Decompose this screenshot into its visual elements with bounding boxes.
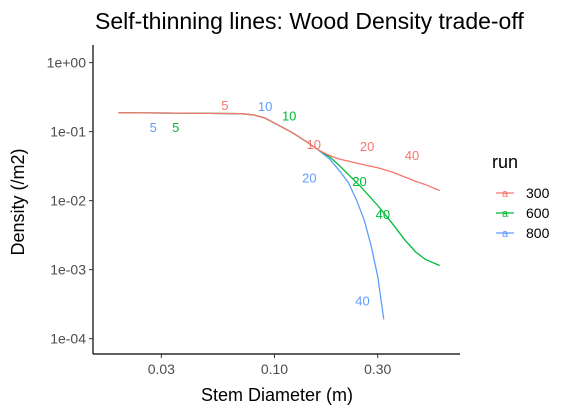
series-line-300 <box>118 112 440 192</box>
point-labels: 5 10 20 40 5 10 20 40 5 10 20 40 <box>150 98 420 308</box>
series-line-600 <box>118 112 440 267</box>
legend-label: 800 <box>526 225 550 241</box>
y-axis-title: Density (/m2) <box>8 148 28 255</box>
y-tick-label: 1e+00 <box>47 55 87 71</box>
series-line-800 <box>118 112 385 320</box>
y-tick-label: 1e-01 <box>50 124 86 140</box>
legend-key-glyph: a <box>502 208 509 220</box>
legend-key-glyph: a <box>502 228 509 240</box>
point-label-300: 20 <box>360 139 374 154</box>
legend-items: a 300 a 600 a 800 <box>496 185 550 241</box>
legend-item-800: a 800 <box>496 225 550 241</box>
point-label-600: 5 <box>172 120 179 135</box>
legend-key-glyph: a <box>502 188 509 200</box>
point-label-300: 10 <box>307 137 321 152</box>
point-label-300: 5 <box>221 98 228 113</box>
y-tick-label: 1e-03 <box>50 262 86 278</box>
point-label-800: 5 <box>150 120 157 135</box>
x-tick-label: 0.10 <box>261 361 288 377</box>
legend: run a 300 a 600 a 800 <box>492 152 550 241</box>
point-label-800: 40 <box>355 293 369 308</box>
series-lines <box>118 112 440 320</box>
point-label-300: 40 <box>405 148 419 163</box>
legend-label: 600 <box>526 205 550 221</box>
y-tick-label: 1e-04 <box>50 331 86 347</box>
axes: 0.03 0.10 0.30 1e+00 1e-01 1e-02 1e-03 1e-04 <box>47 45 460 377</box>
y-tick-label: 1e-02 <box>50 193 86 209</box>
point-label-600: 20 <box>352 174 366 189</box>
point-label-800: 20 <box>302 171 316 186</box>
point-label-600: 10 <box>282 109 296 124</box>
point-label-600: 40 <box>376 207 390 222</box>
point-label-800: 10 <box>258 99 272 114</box>
chart-title: Self-thinning lines: Wood Density trade-… <box>95 8 524 34</box>
x-axis-title: Stem Diameter (m) <box>201 385 353 405</box>
legend-item-600: a 600 <box>496 205 550 221</box>
legend-label: 300 <box>526 185 550 201</box>
x-tick-label: 0.03 <box>148 361 175 377</box>
x-tick-label: 0.30 <box>364 361 391 377</box>
legend-title: run <box>492 152 518 172</box>
legend-item-300: a 300 <box>496 185 550 201</box>
